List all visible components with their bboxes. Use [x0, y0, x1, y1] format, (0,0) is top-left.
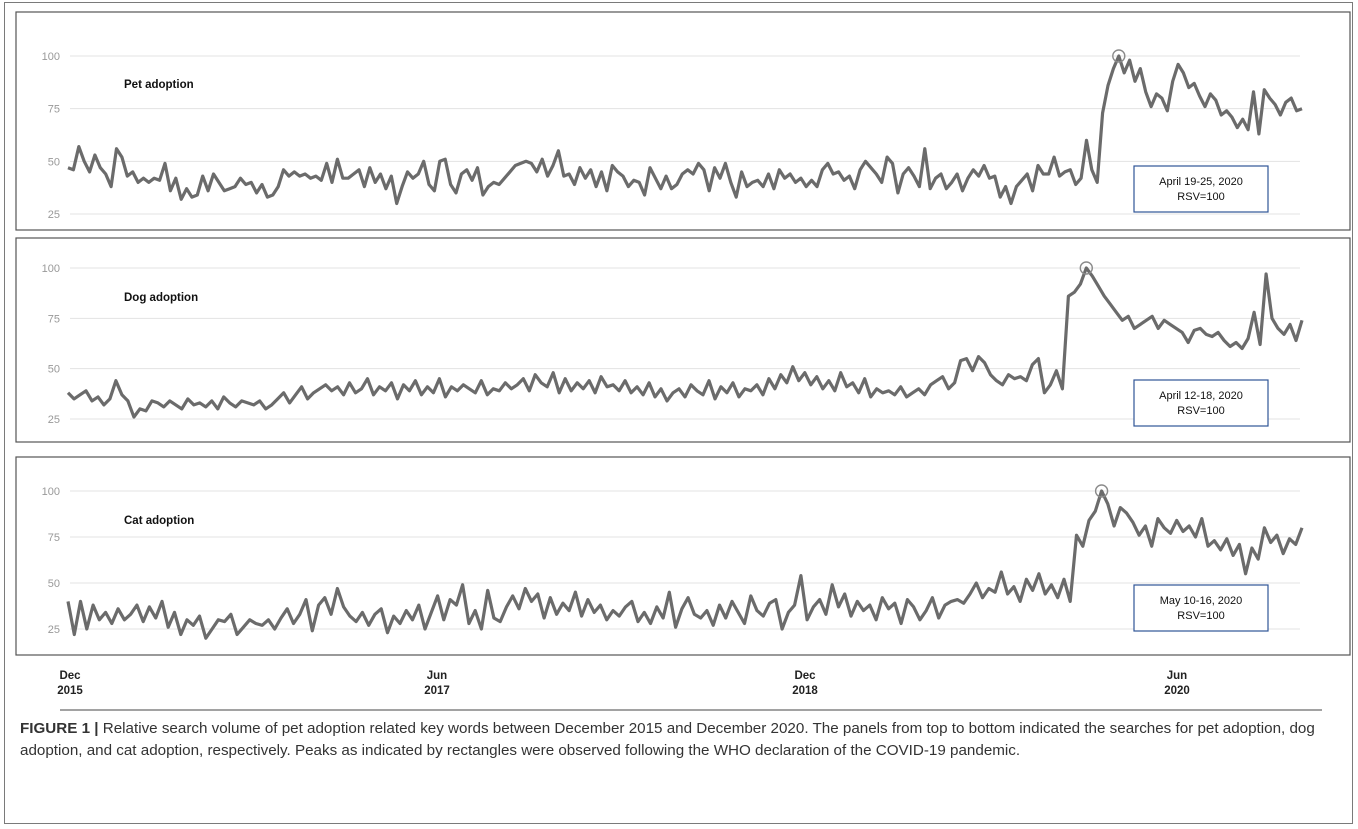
chart-panel-2: 100 75 50 25 Dog adoption April 12-18, 2020 RS… — [15, 237, 1351, 443]
figure-frame — [4, 2, 1353, 824]
panel-title: Cat adoption — [124, 515, 194, 527]
x-tick-month: Jun — [427, 670, 447, 682]
y-tick-label: 25 — [48, 624, 60, 636]
x-tick-month: Jun — [1167, 670, 1187, 682]
x-tick-year: 2017 — [424, 685, 450, 697]
caption-label: FIGURE 1 | — [20, 720, 99, 737]
panel-border — [15, 456, 1351, 656]
peak-annotation-text: April 19-25, 2020 — [1159, 176, 1243, 188]
chart-panel-3: 100 75 50 25 Cat adoption May 10-16, 2020 RSV=… — [15, 456, 1351, 656]
peak-annotation-text: RSV=100 — [1177, 191, 1224, 203]
y-tick-label: 50 — [48, 364, 60, 376]
y-tick-label: 50 — [48, 578, 60, 590]
y-tick-label: 50 — [48, 156, 60, 168]
peak-annotation-text: RSV=100 — [1177, 610, 1224, 622]
chart-panel-1: 100 75 50 25 Pet adoption April 19-25, 2020 RS… — [15, 11, 1351, 231]
panel-border — [15, 11, 1351, 231]
y-tick-label: 25 — [48, 209, 60, 221]
peak-annotation-box — [1133, 379, 1269, 427]
series-line — [67, 54, 1303, 206]
peak-marker — [1112, 49, 1126, 63]
x-axis: Dec 2015 Jun 2017 Dec 2018 Jun 2020 — [57, 670, 1322, 711]
y-tick-label: 25 — [48, 414, 60, 426]
peak-marker — [1094, 484, 1109, 498]
y-tick-label: 100 — [42, 51, 60, 63]
y-tick-label: 100 — [42, 486, 60, 498]
y-tick-label: 100 — [42, 263, 60, 275]
x-tick-year: 2018 — [792, 685, 818, 697]
peak-annotation-text: RSV=100 — [1177, 405, 1224, 417]
x-tick-year: 2020 — [1164, 685, 1190, 697]
peak-annotation-text: April 12-18, 2020 — [1159, 390, 1243, 402]
peak-marker — [1079, 261, 1094, 275]
caption-text: Relative search volume of pet adoption r… — [20, 720, 1315, 759]
x-tick-month: Dec — [794, 670, 816, 682]
series-line — [66, 266, 1304, 419]
y-tick-label: 75 — [48, 104, 60, 116]
peak-annotation-text: May 10-16, 2020 — [1160, 595, 1243, 607]
panel-title: Pet adoption — [124, 79, 194, 91]
x-tick-month: Dec — [59, 670, 81, 682]
figure-charts: 100 75 50 25 Pet adoption April 19-25, 2020 RS… — [15, 11, 1351, 711]
y-tick-label: 75 — [48, 313, 60, 325]
panel-title: Dog adoption — [124, 292, 198, 304]
x-tick-year: 2015 — [57, 685, 83, 697]
peak-annotation-box — [1133, 584, 1269, 632]
y-tick-label: 75 — [48, 532, 60, 544]
figure-caption: FIGURE 1 | Relative search volume of pet… — [20, 718, 1338, 762]
series-line — [66, 489, 1304, 640]
panel-border — [15, 237, 1351, 443]
peak-annotation-box — [1133, 165, 1269, 213]
